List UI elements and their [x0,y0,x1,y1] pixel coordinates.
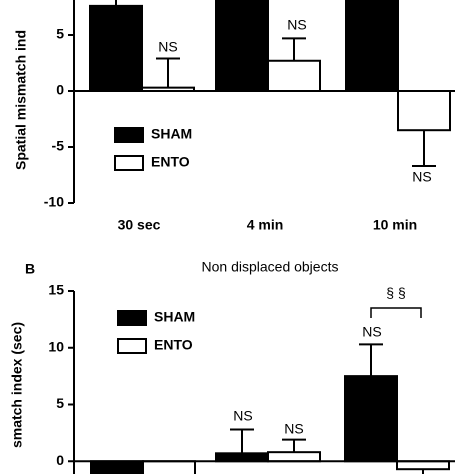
x-tick-label: 10 min [373,217,417,233]
bar [89,4,143,93]
bracket [370,307,422,318]
bar [90,460,144,474]
annotation: NS [233,408,252,424]
legend-label: SHAM [151,126,192,142]
y-tick-label: -10 [44,194,64,210]
y-tick-label: 0 [56,82,64,98]
bar [267,59,321,92]
annotation: NS [362,324,381,340]
bar [396,460,450,471]
bar [344,375,398,463]
bar [345,0,399,92]
legend-label: ENTO [151,154,190,170]
legend-swatch [114,155,144,171]
legend-swatch [117,338,147,354]
bar [397,90,451,132]
legend-label: ENTO [154,337,193,353]
y-tick-label: 15 [48,282,64,298]
y-tick-label: 0 [56,452,64,468]
y-axis-label: smatch index (sec) [9,322,25,448]
chart-title: Non displaced objects [202,259,339,275]
bar [215,0,269,92]
x-tick-label: 30 sec [118,217,161,233]
bar [142,460,196,474]
x-tick-label: 4 min [247,217,284,233]
annotation: NS [287,17,306,33]
y-tick-label: 5 [56,26,64,42]
annotation: NS [412,169,431,185]
y-tick-label: -5 [52,138,65,154]
y-tick-label: 10 [48,338,64,354]
bar [267,451,321,463]
legend-swatch [114,127,144,143]
legend-swatch [117,310,147,326]
annotation: NS [284,421,303,437]
bar [215,452,269,463]
annotation: § § [386,285,405,301]
y-axis-label: Spatial mismatch ind [13,30,29,170]
panel-label: B [25,261,35,277]
legend-label: SHAM [154,309,195,325]
annotation: NS [158,39,177,55]
y-tick-label: 5 [56,395,64,411]
